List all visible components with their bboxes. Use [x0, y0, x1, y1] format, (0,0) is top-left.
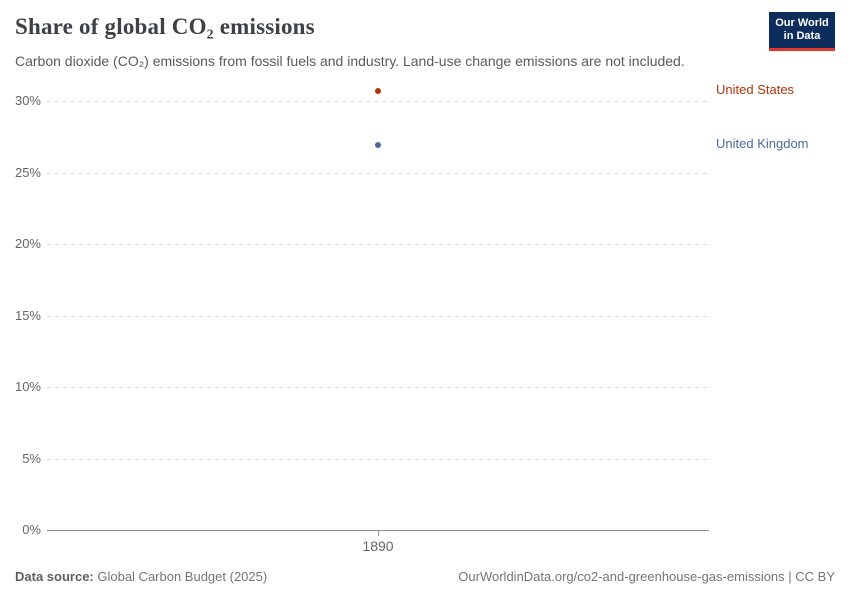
gridline [47, 172, 709, 174]
y-axis-tick-label: 30% [14, 93, 41, 108]
chart-title: Share of global CO₂ emissions [15, 14, 315, 39]
series-label-united-kingdom[interactable]: United Kingdom [716, 136, 809, 152]
data-source-label: Data source: [15, 569, 94, 584]
series-label-united-states[interactable]: United States [716, 81, 795, 97]
owid-logo-line1: Our World [775, 17, 829, 29]
gridline [47, 101, 709, 102]
footer-citation-link[interactable]: OurWorldinData.org/co2-and-greenhouse-ga… [458, 569, 835, 584]
y-axis-tick-label: 10% [14, 379, 41, 394]
data-point-united-states[interactable] [375, 87, 381, 94]
chart-subtitle: Carbon dioxide (CO₂) emissions from foss… [15, 53, 685, 69]
x-axis-line [47, 530, 709, 531]
owid-logo-line2: in Data [783, 30, 821, 42]
gridline [47, 387, 709, 388]
data-source-value: Global Carbon Budget (2025) [93, 569, 268, 584]
x-axis-tick-mark [378, 531, 379, 536]
gridline [47, 458, 709, 460]
data-point-united-kingdom[interactable] [375, 142, 381, 149]
y-axis-tick-label: 25% [14, 164, 41, 180]
y-axis-tick-label: 20% [14, 236, 41, 251]
gridline [47, 315, 709, 317]
data-source-note: Data source: Global Carbon Budget (2025) [15, 569, 267, 584]
y-axis-tick-label: 0% [22, 522, 41, 537]
y-axis-tick-label: 5% [22, 450, 41, 466]
gridline [47, 244, 709, 245]
x-axis-tick-label: 1890 [362, 538, 394, 554]
y-axis-tick-label: 15% [14, 307, 41, 323]
owid-logo[interactable]: Our World in Data [769, 12, 835, 51]
